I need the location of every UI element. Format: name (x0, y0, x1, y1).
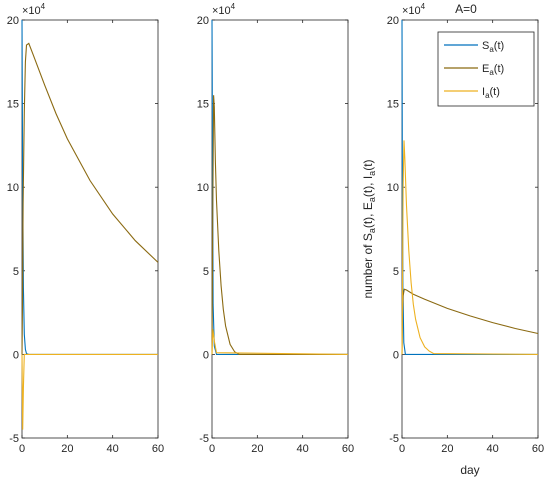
y-tick-label: 0 (203, 349, 209, 361)
series-line-1 (211, 95, 348, 355)
y-tick-label: 0 (13, 349, 19, 361)
x-tick-label: 20 (61, 443, 73, 455)
legend-label-i: Ia(t) (482, 86, 500, 100)
x-tick-label: 20 (441, 443, 453, 455)
y-tick-label: 10 (197, 182, 209, 194)
series-line-i (401, 140, 539, 355)
series-line-2 (21, 353, 158, 430)
series-line-s (401, 19, 538, 355)
x-tick-label: 0 (209, 443, 215, 455)
series-line-2 (211, 329, 349, 355)
plot-area-box (21, 19, 159, 439)
y-tick-label: -5 (389, 433, 399, 445)
y-tick-label: 20 (7, 15, 19, 27)
y-tick-label: 20 (197, 15, 209, 27)
y-tick-label: 5 (203, 266, 209, 278)
legend-label-e: Ea(t) (482, 63, 504, 77)
y-exponent-label: ×104 (402, 2, 426, 17)
legend-label-s: Sa(t) (482, 40, 504, 54)
y-tick-label: -5 (199, 433, 209, 445)
x-tick-label: 60 (152, 443, 164, 455)
y-tick-label: 5 (393, 266, 399, 278)
legend-box (437, 31, 535, 107)
x-tick-label: 0 (19, 443, 25, 455)
series-line-e (401, 288, 539, 355)
chart-title: A=0 (455, 2, 477, 16)
x-tick-label: 0 (399, 443, 405, 455)
x-tick-label: 40 (297, 443, 309, 455)
x-tick-label: 60 (532, 443, 544, 455)
y-tick-label: 5 (13, 266, 19, 278)
legend: Sa(t) Ea(t) Ia(t) (437, 31, 535, 107)
x-tick-label: 40 (107, 443, 119, 455)
y-exponent-label: ×104 (212, 2, 236, 17)
y-tick-label: 10 (387, 182, 399, 194)
y-tick-label: 15 (387, 99, 399, 111)
y-tick-label: 15 (7, 99, 19, 111)
x-axis-label: day (460, 463, 479, 477)
y-exponent-label: ×104 (22, 2, 46, 17)
series-line-1 (21, 42, 159, 355)
y-tick-label: 15 (197, 99, 209, 111)
plot-area-box (211, 19, 349, 439)
x-tick-label: 40 (487, 443, 499, 455)
y-tick-label: 20 (387, 15, 399, 27)
x-tick-label: 20 (251, 443, 263, 455)
y-axis-label: number of Sa(t), Ea(t), Ia(t) (361, 159, 377, 298)
y-tick-label: 10 (7, 182, 19, 194)
y-tick-label: -5 (9, 433, 19, 445)
y-tick-label: 0 (393, 349, 399, 361)
x-tick-label: 60 (342, 443, 354, 455)
